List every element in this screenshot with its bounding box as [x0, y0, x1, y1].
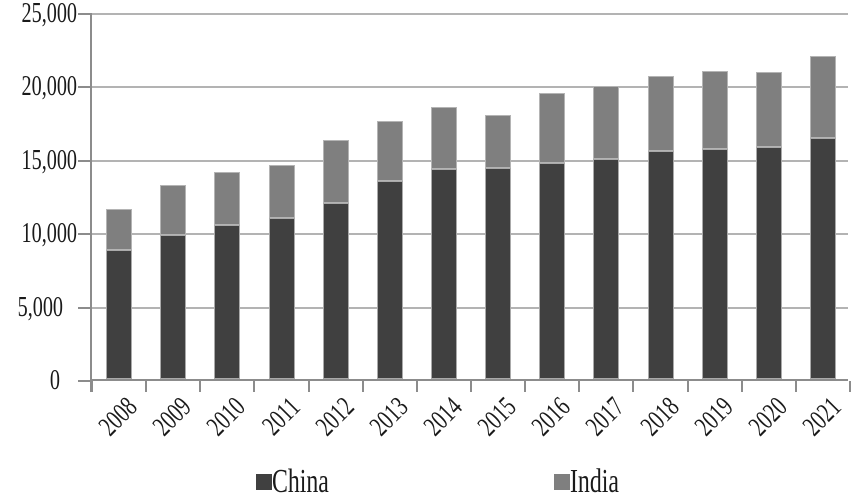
- y-axis-tick: [78, 306, 92, 309]
- x-axis-tick: [361, 381, 364, 392]
- y-axis-tick-label-text: 25,000: [21, 0, 77, 29]
- x-axis-label-text: 2021: [796, 391, 848, 443]
- x-axis-tick: [199, 381, 202, 392]
- x-axis-tick: [632, 381, 635, 392]
- y-axis-tick: [78, 380, 92, 382]
- bar-china-2008: [106, 250, 133, 379]
- y-axis-tick-label: 5,000: [0, 291, 63, 323]
- y-axis-tick-label-text: 15,000: [21, 144, 77, 176]
- plot-area: [78, 13, 851, 392]
- bar-china-2013: [376, 181, 403, 379]
- india-legend-label: India: [570, 463, 619, 500]
- bar-china-2015: [485, 168, 512, 379]
- y-axis-tick-label-text: 20,000: [21, 71, 77, 103]
- y-axis-tick: [78, 233, 92, 236]
- gridline: [92, 13, 848, 15]
- x-axis-tick: [686, 381, 689, 392]
- x-axis-tick: [794, 381, 797, 392]
- gridline: [92, 233, 848, 236]
- y-axis-tick: [78, 159, 92, 162]
- y-axis-tick-label: 10,000: [0, 219, 77, 249]
- bar-india-2013: [376, 121, 403, 181]
- x-axis-tick: [740, 381, 743, 392]
- y-axis-tick-label-text: 5,000: [17, 291, 63, 323]
- bar-china-2018: [647, 151, 674, 379]
- bar-india-2011: [268, 165, 295, 218]
- bar-china-2011: [268, 218, 295, 379]
- x-axis-tick: [470, 381, 472, 392]
- gridline: [92, 306, 848, 309]
- bar-china-2016: [539, 163, 566, 379]
- bar-india-2014: [430, 107, 457, 169]
- x-axis-tick: [524, 381, 527, 392]
- y-axis-tick-label: 20,000: [0, 72, 77, 102]
- gridline: [92, 86, 848, 89]
- x-axis-tick: [253, 381, 256, 392]
- x-axis-tick: [91, 381, 93, 392]
- y-axis-tick-label: 0: [0, 366, 60, 396]
- bar-india-2012: [322, 140, 349, 203]
- legend-item-china: China: [256, 465, 353, 499]
- bar-india-2010: [214, 172, 241, 225]
- bar-china-2019: [701, 149, 728, 379]
- y-axis-tick: [78, 86, 92, 89]
- bar-india-2009: [160, 185, 187, 235]
- china-legend-label: China: [272, 463, 329, 500]
- bar-china-2010: [214, 225, 241, 379]
- bar-china-2009: [160, 235, 187, 379]
- bar-india-2018: [647, 76, 674, 151]
- bar-china-2021: [809, 138, 836, 379]
- x-axis-tick: [849, 381, 851, 392]
- y-axis-tick-label-text: 0: [49, 365, 60, 396]
- bar-china-2012: [322, 203, 349, 379]
- bar-india-2016: [539, 93, 566, 163]
- gridline: [92, 159, 848, 162]
- y-axis-tick-label-text: 10,000: [21, 218, 77, 250]
- legend-item-india: India: [554, 465, 640, 499]
- china-legend-swatch-icon: [256, 474, 272, 490]
- bar-india-2019: [701, 71, 728, 149]
- y-axis-tick-label: 25,000: [0, 0, 77, 29]
- india-legend-swatch-icon: [554, 474, 570, 490]
- y-axis-tick: [78, 13, 92, 15]
- bar-china-2014: [430, 169, 457, 379]
- bar-china-2020: [755, 147, 782, 379]
- bar-china-2017: [593, 159, 620, 379]
- bar-india-2020: [755, 72, 782, 147]
- x-axis-tick: [578, 381, 581, 392]
- x-axis-tick: [307, 381, 310, 392]
- bar-india-2021: [809, 56, 836, 138]
- bar-india-2015: [485, 115, 512, 168]
- bar-india-2008: [106, 209, 133, 250]
- x-axis-tick: [145, 381, 148, 392]
- y-axis-tick-label: 15,000: [0, 145, 77, 176]
- bar-india-2017: [593, 86, 620, 159]
- x-axis-tick: [415, 381, 418, 392]
